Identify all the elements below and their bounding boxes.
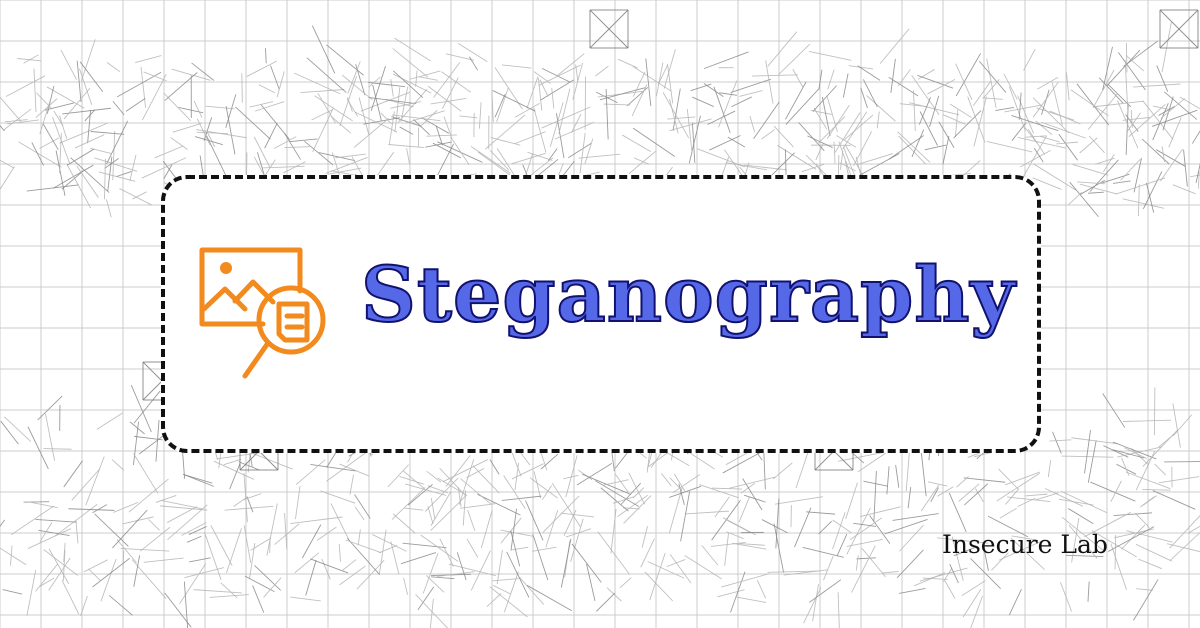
title-card: Steganography	[161, 175, 1041, 453]
page-title: Steganography	[360, 250, 1016, 339]
image-magnifier-icon	[199, 247, 326, 379]
brand-label: Insecure Lab	[942, 530, 1108, 559]
